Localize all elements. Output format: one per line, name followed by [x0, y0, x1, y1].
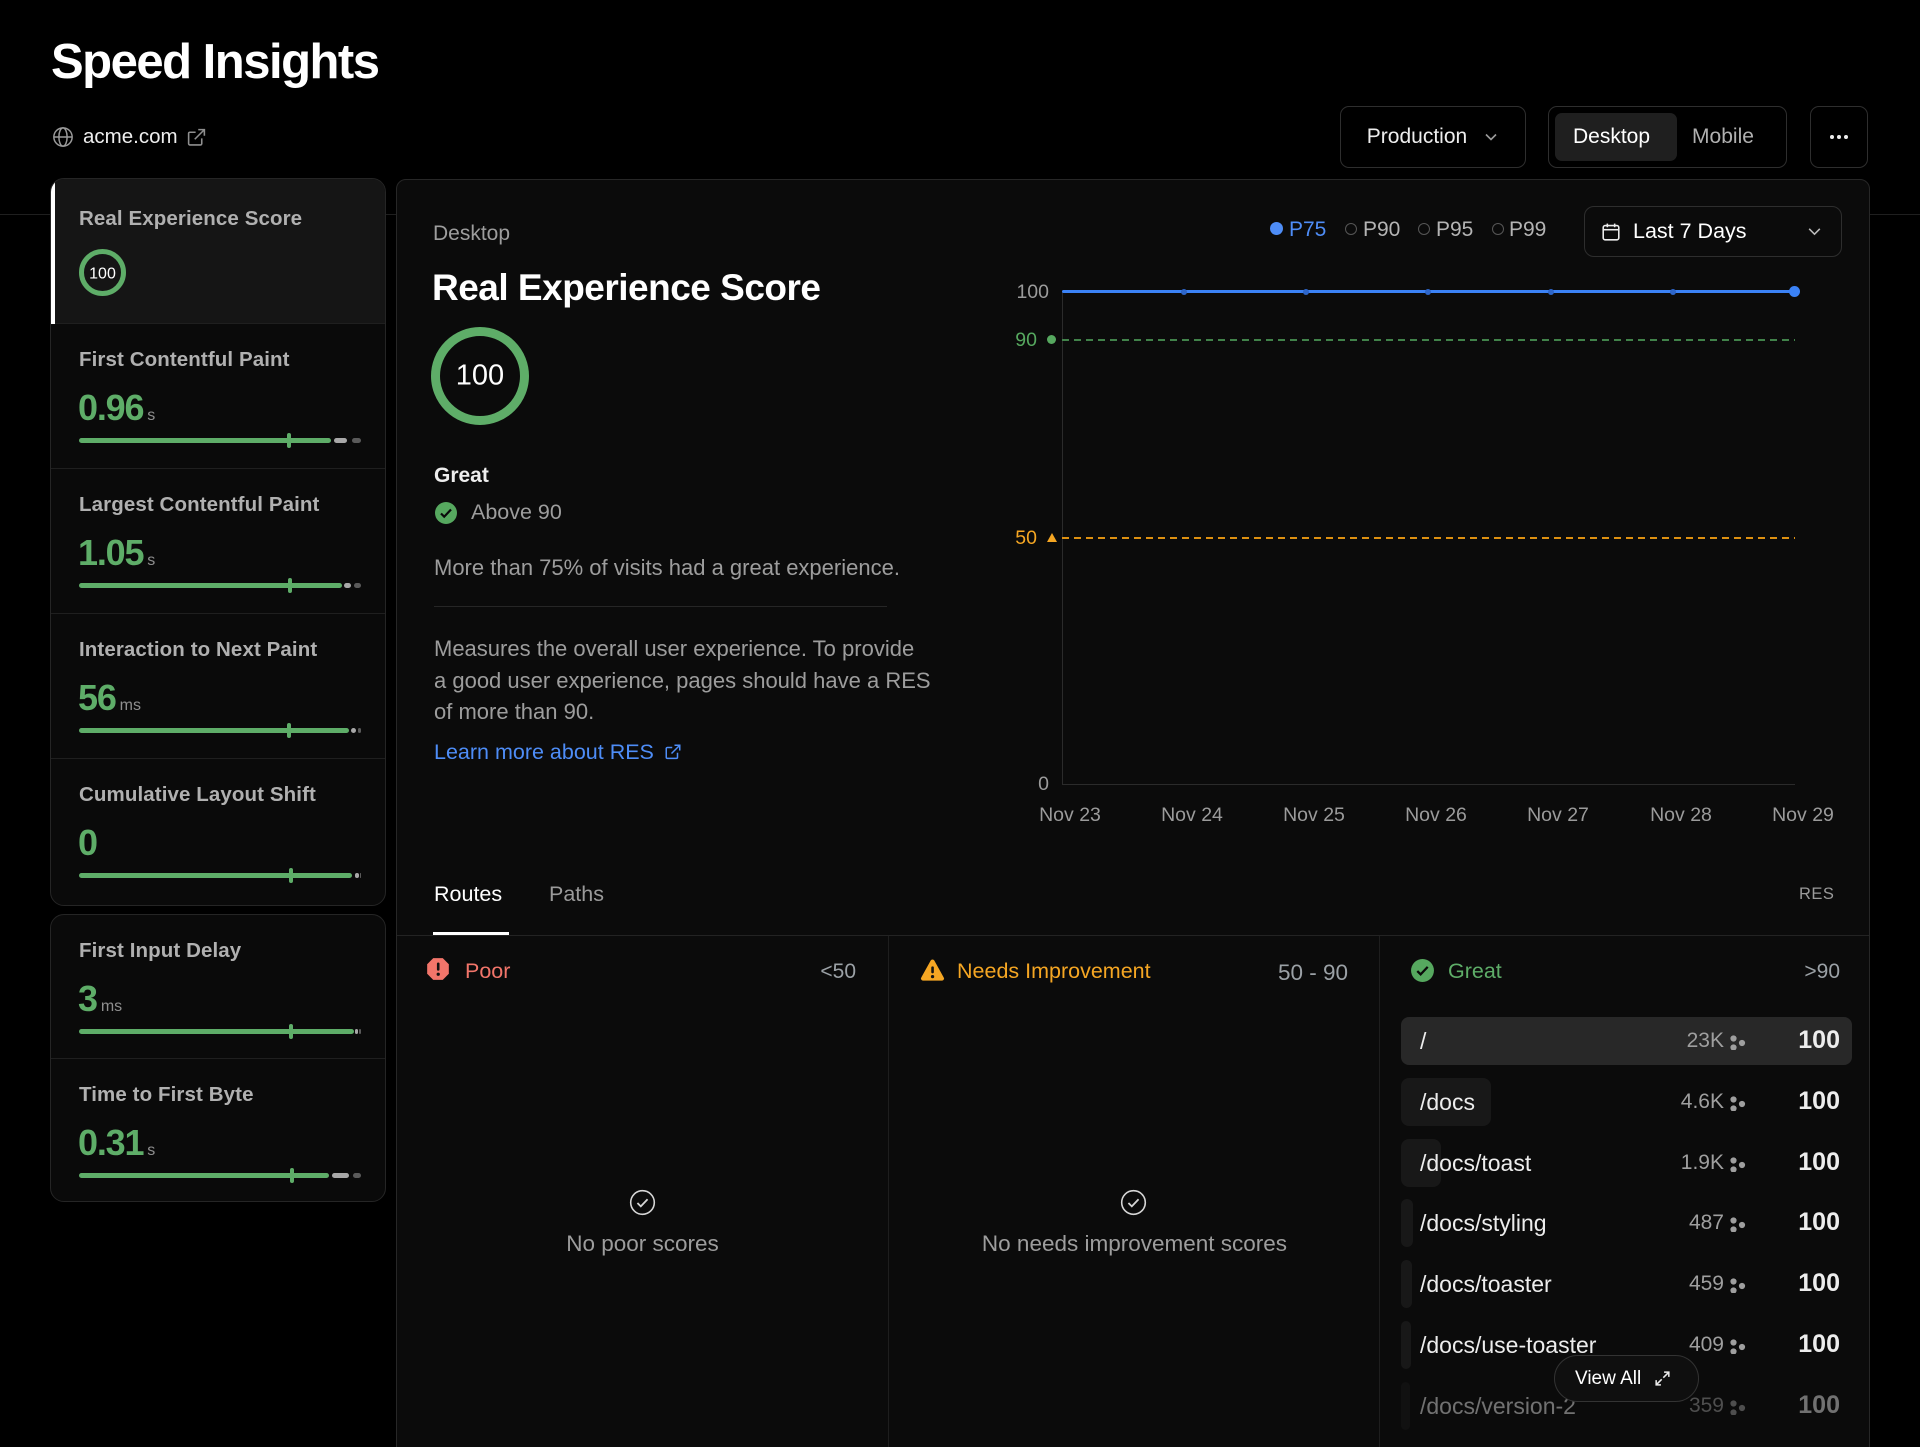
svg-text:100: 100: [89, 266, 116, 283]
svg-text:100: 100: [456, 360, 504, 392]
